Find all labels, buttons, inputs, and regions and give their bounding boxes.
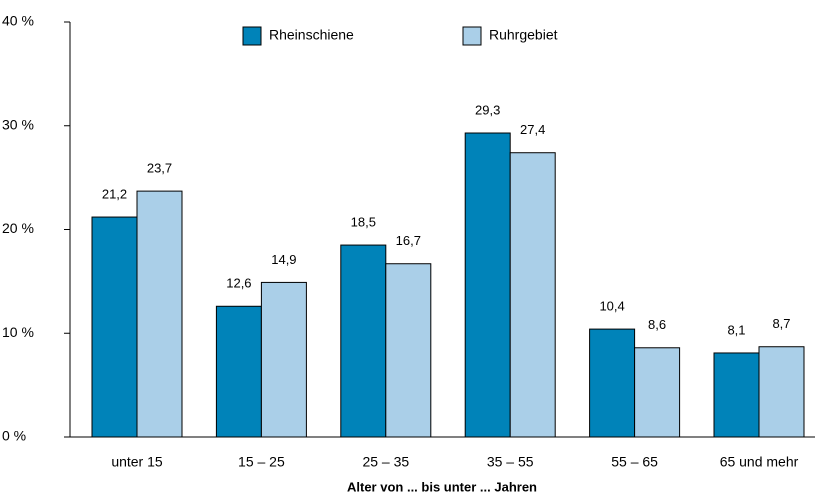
bar — [509, 152, 556, 438]
value-label: 14,9 — [271, 252, 296, 267]
y-tick-label: 10 % — [2, 324, 34, 340]
bar — [589, 328, 636, 438]
y-tick-label: 30 % — [2, 116, 34, 132]
value-label: 18,5 — [351, 215, 376, 230]
y-tick-label: 0 % — [2, 428, 26, 444]
x-tick-label: 65 und mehr — [720, 454, 799, 470]
value-label: 21,2 — [102, 186, 127, 201]
bar — [260, 281, 307, 438]
value-label: 29,3 — [475, 102, 500, 117]
value-label: 23,7 — [147, 161, 172, 176]
bar — [385, 263, 432, 438]
bar — [634, 347, 681, 438]
value-label: 12,6 — [226, 276, 251, 291]
y-tick-label: 20 % — [2, 220, 34, 236]
legend-label: Ruhrgebiet — [489, 27, 558, 43]
x-tick-label: 35 – 55 — [487, 454, 534, 470]
bar — [464, 132, 511, 438]
bar — [758, 346, 805, 438]
value-label: 27,4 — [520, 122, 545, 137]
x-tick-label: 25 – 35 — [362, 454, 409, 470]
bar — [713, 352, 760, 438]
y-tick-label: 40 % — [2, 13, 34, 29]
bar — [340, 244, 387, 438]
value-label: 8,6 — [648, 317, 666, 332]
value-label: 8,1 — [727, 322, 745, 337]
x-tick-label: 55 – 65 — [611, 454, 658, 470]
legend-swatch — [242, 26, 262, 46]
value-label: 8,7 — [772, 316, 790, 331]
value-label: 10,4 — [599, 299, 624, 314]
x-axis-label: Alter von ... bis unter ... Jahren — [347, 479, 537, 494]
legend-label: Rheinschiene — [269, 27, 354, 43]
x-tick-label: 15 – 25 — [238, 454, 285, 470]
x-tick-label: unter 15 — [111, 454, 163, 470]
bar — [215, 305, 262, 438]
bar — [91, 216, 138, 438]
value-label: 16,7 — [396, 233, 421, 248]
legend-swatch — [462, 26, 482, 46]
bar — [136, 190, 183, 438]
